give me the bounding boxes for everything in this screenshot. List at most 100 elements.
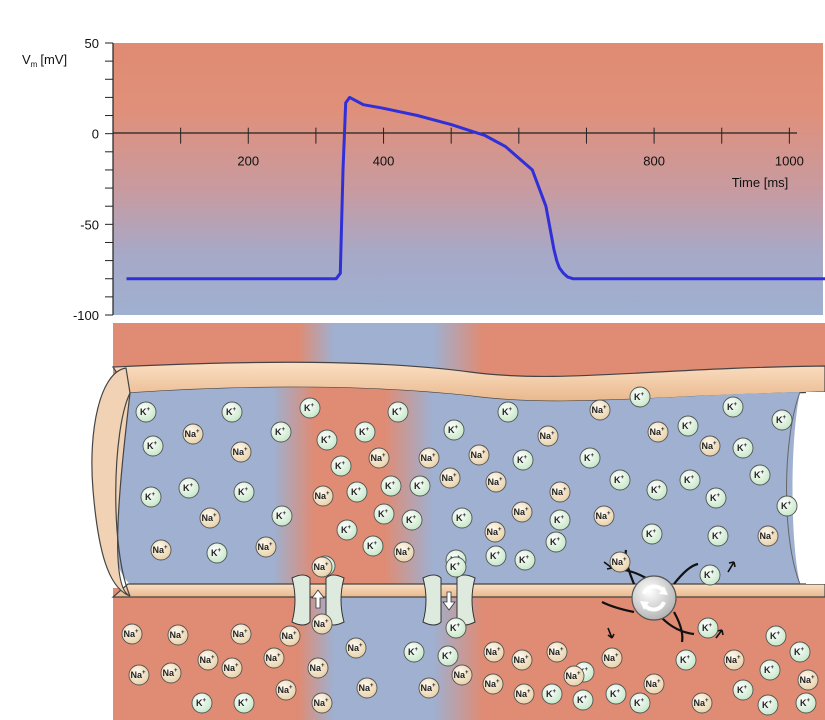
potassium-ion: K+ <box>299 397 321 419</box>
sodium-ion: Na+ <box>150 539 172 561</box>
sodium-ion: Na+ <box>312 485 334 507</box>
svg-text:Na+: Na+ <box>485 647 501 657</box>
action-potential-chart: 50 0 -50 -100 200 400 800 1000 Vm [mV] Time [ms… <box>22 36 825 323</box>
x-tick-label: 1000 <box>775 154 804 169</box>
potassium-ion: K+ <box>346 481 368 503</box>
svg-text:Na+: Na+ <box>313 619 329 629</box>
arrow-down-icon <box>442 591 456 611</box>
svg-text:Na+: Na+ <box>515 689 531 699</box>
potassium-ion: K+ <box>271 505 293 527</box>
sodium-ion: Na+ <box>418 677 440 699</box>
svg-text:K+: K+ <box>651 485 662 495</box>
potassium-ion: K+ <box>697 617 719 639</box>
svg-text:K+: K+ <box>321 435 332 445</box>
potassium-ion: K+ <box>135 401 157 423</box>
svg-text:K+: K+ <box>646 529 657 539</box>
svg-text:K+: K+ <box>442 651 453 661</box>
svg-text:K+: K+ <box>519 555 530 565</box>
svg-text:Na+: Na+ <box>358 683 374 693</box>
svg-text:Na+: Na+ <box>223 663 239 673</box>
svg-text:Na+: Na+ <box>484 679 500 689</box>
potassium-ion: K+ <box>629 386 651 408</box>
sodium-ion: Na+ <box>368 447 390 469</box>
svg-text:K+: K+ <box>584 453 595 463</box>
potassium-ion: K+ <box>765 625 787 647</box>
svg-text:Na+: Na+ <box>277 685 293 695</box>
svg-text:K+: K+ <box>764 665 775 675</box>
x-ticks: 200 400 800 1000 <box>180 127 804 169</box>
potassium-ion: K+ <box>497 401 519 423</box>
svg-text:Na+: Na+ <box>314 491 330 501</box>
y-tick-label: -50 <box>80 217 99 232</box>
svg-text:K+: K+ <box>800 698 811 708</box>
svg-text:Na+: Na+ <box>453 670 469 680</box>
potassium-ion: K+ <box>270 421 292 443</box>
potassium-ion: K+ <box>609 469 631 491</box>
svg-text:K+: K+ <box>448 425 459 435</box>
svg-text:Na+: Na+ <box>395 547 411 557</box>
x-tick-label: 200 <box>237 154 259 169</box>
svg-text:Na+: Na+ <box>548 647 564 657</box>
y-ticks: 50 0 -50 -100 <box>73 36 113 323</box>
sodium-ion: Na+ <box>757 525 779 547</box>
ions-layer: K+ K+K+K+K+K+K+ Na+K+K+K+K+K+Na+Na+K+K+Na+… <box>121 386 819 716</box>
svg-text:K+: K+ <box>196 698 207 708</box>
potassium-ion: K+ <box>572 689 594 711</box>
svg-text:K+: K+ <box>183 483 194 493</box>
svg-text:Na+: Na+ <box>162 668 178 678</box>
sodium-ion: Na+ <box>230 623 252 645</box>
potassium-ion: K+ <box>142 435 164 457</box>
svg-text:Na+: Na+ <box>725 655 741 665</box>
plot-background <box>113 43 823 315</box>
sodium-ion: Na+ <box>255 536 277 558</box>
membrane-potential-line <box>126 95 825 281</box>
svg-text:K+: K+ <box>550 537 561 547</box>
svg-text:Vm[mV]: Vm [mV] <box>22 52 67 69</box>
svg-text:Na+: Na+ <box>281 631 297 641</box>
svg-text:Na+: Na+ <box>184 429 200 439</box>
svg-text:K+: K+ <box>727 402 738 412</box>
potassium-ion: K+ <box>485 545 507 567</box>
svg-text:K+: K+ <box>367 541 378 551</box>
sodium-ion: Na+ <box>485 471 507 493</box>
svg-text:Na+: Na+ <box>487 477 503 487</box>
svg-text:Na+: Na+ <box>441 473 457 483</box>
svg-text:K+: K+ <box>614 475 625 485</box>
svg-text:Na+: Na+ <box>265 653 281 663</box>
svg-text:K+: K+ <box>712 531 723 541</box>
sodium-ion: Na+ <box>511 501 533 523</box>
y-axis-label: Vm [mV] <box>22 52 67 69</box>
arrow-up-icon <box>311 589 325 609</box>
svg-text:K+: K+ <box>702 623 713 633</box>
potassium-ion: K+ <box>707 525 729 547</box>
svg-text:Na+: Na+ <box>701 441 717 451</box>
potassium-ion: K+ <box>545 531 567 553</box>
potassium-ion: K+ <box>641 523 663 545</box>
potassium-ion: K+ <box>771 409 793 431</box>
potassium-ion: K+ <box>445 556 467 578</box>
svg-text:K+: K+ <box>754 470 765 480</box>
svg-text:Na+: Na+ <box>123 629 139 639</box>
svg-text:K+: K+ <box>517 455 528 465</box>
potassium-ion: K+ <box>437 645 459 667</box>
y-tick-label: -100 <box>73 308 99 323</box>
arrow-icon <box>727 561 736 573</box>
sodium-ion: Na+ <box>593 505 615 527</box>
svg-text:K+: K+ <box>275 427 286 437</box>
exchange-cycle-icon <box>640 584 668 612</box>
svg-text:Na+: Na+ <box>649 427 665 437</box>
svg-text:Na+: Na+ <box>591 405 607 415</box>
potassium-ion: K+ <box>191 692 213 714</box>
svg-text:K+: K+ <box>781 501 792 511</box>
potassium-ion: K+ <box>206 542 228 564</box>
potassium-ion: K+ <box>732 679 754 701</box>
svg-text:K+: K+ <box>238 487 249 497</box>
sodium-ion: Na+ <box>393 541 415 563</box>
svg-text:K+: K+ <box>776 415 787 425</box>
potassium-ion: K+ <box>579 447 601 469</box>
svg-text:Na+: Na+ <box>420 453 436 463</box>
sodium-ion: Na+ <box>230 441 252 463</box>
sodium-ion: Na+ <box>797 669 819 691</box>
svg-text:K+: K+ <box>490 551 501 561</box>
